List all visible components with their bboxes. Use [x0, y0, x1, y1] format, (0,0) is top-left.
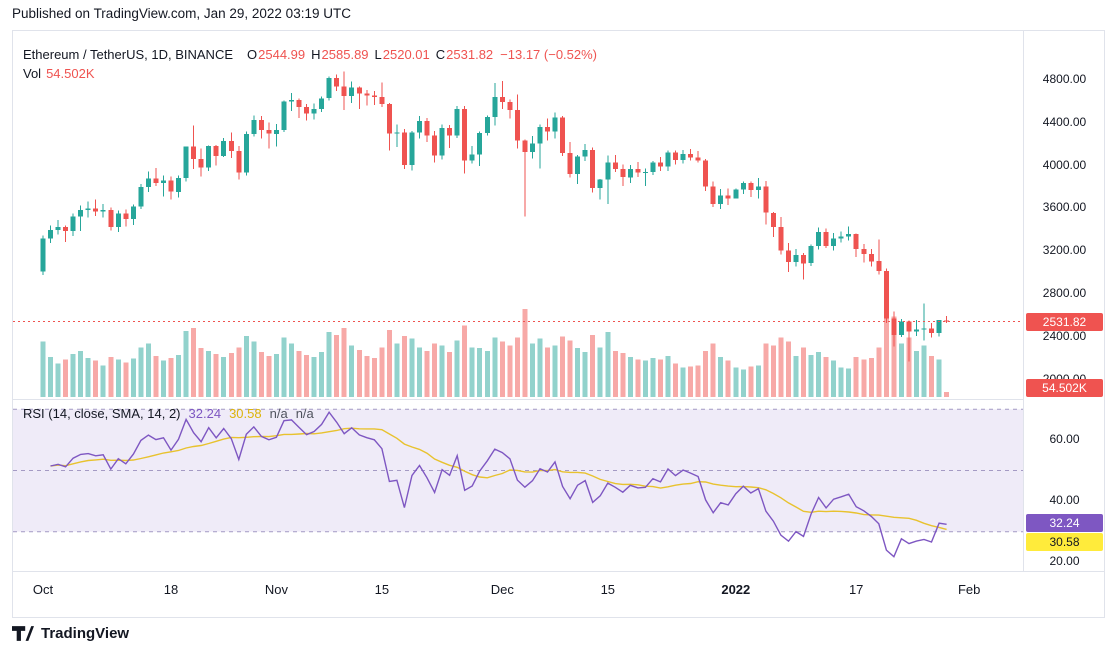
time-axis-label: 2022: [721, 582, 751, 597]
price-axis-label: 4800.00: [1042, 72, 1087, 86]
rsi-title: RSI (14, close, SMA, 14, 2): [23, 406, 181, 421]
price-axis-label: 2400.00: [1042, 328, 1087, 343]
change-value: −13.17 (−0.52%): [500, 47, 598, 62]
rsi-legend: RSI (14, close, SMA, 14, 2) 32.24 30.58 n/a…: [23, 406, 314, 421]
time-axis-label: Nov: [264, 582, 288, 597]
close-label: C: [435, 47, 446, 62]
rsi-sma-badge: 30.58: [1026, 533, 1103, 552]
price-axis-label: 3600.00: [1042, 200, 1087, 215]
price-axis-label: 4400.00: [1042, 114, 1087, 129]
last-price-badge: 2531.82: [1026, 312, 1103, 331]
time-axis-label: 15: [374, 582, 390, 597]
price-axis-label: 4000.00: [1042, 157, 1087, 172]
published-line: Published on TradingView.com, Jan 29, 20…: [12, 6, 351, 21]
volume-legend-row: Vol 54.502K: [23, 64, 597, 83]
tradingview-logo-icon: [12, 626, 34, 641]
time-axis-label: 18: [163, 582, 179, 597]
time-axis-label: Oct: [32, 582, 54, 597]
rsi-sma-value: 30.58: [229, 406, 262, 421]
rsi-axis-label: 20.00: [1049, 554, 1080, 569]
symbol-legend: Ethereum / TetherUS, 1D, BINANCE O2544.99…: [23, 45, 597, 83]
time-axis-label: Feb: [957, 582, 981, 597]
rsi-indicator-pane[interactable]: RSI (14, close, SMA, 14, 2) 32.24 30.58 n/a…: [13, 399, 1023, 572]
open-label: O: [247, 47, 258, 62]
low-value: 2520.01: [382, 47, 430, 62]
time-axis-label: 15: [600, 582, 616, 597]
time-axis-label: 17: [848, 582, 864, 597]
tradingview-brand: TradingView: [41, 625, 130, 642]
symbol-title: Ethereum / TetherUS, 1D, BINANCE: [23, 47, 234, 62]
rsi-na-1: n/a: [269, 406, 288, 421]
volume-label: Vol: [23, 66, 42, 81]
candlestick-volume-canvas[interactable]: [13, 31, 1023, 399]
rsi-badge: 32.24: [1026, 514, 1103, 533]
rsi-axis-label: 40.00: [1049, 493, 1080, 508]
close-value: 2531.82: [446, 47, 494, 62]
rsi-canvas[interactable]: [13, 400, 1023, 572]
rsi-na-2: n/a: [295, 406, 314, 421]
high-value: 2585.89: [321, 47, 369, 62]
volume-value: 54.502K: [46, 66, 95, 81]
chart-frame: Ethereum / TetherUS, 1D, BINANCE O2544.99…: [12, 30, 1105, 618]
high-label: H: [311, 47, 321, 62]
rsi-value: 32.24: [188, 406, 222, 421]
price-axis-label: 3200.00: [1042, 243, 1087, 258]
price-scale[interactable]: 2531.82 54.502K 32.24 30.58 4800.00 4400.…: [1023, 31, 1105, 571]
tradingview-footer[interactable]: TradingView: [12, 625, 129, 642]
rsi-axis-label: 60.00: [1049, 431, 1080, 446]
open-value: 2544.99: [258, 47, 306, 62]
price-chart-pane[interactable]: Ethereum / TetherUS, 1D, BINANCE O2544.99…: [13, 31, 1023, 399]
symbol-legend-row-1: Ethereum / TetherUS, 1D, BINANCE O2544.99…: [23, 45, 597, 64]
volume-badge: 54.502K: [1026, 379, 1103, 397]
time-axis-label: Dec: [490, 582, 514, 597]
low-label: L: [374, 47, 382, 62]
time-scale[interactable]: Oct 18 Nov 15 Dec 15 2022 17 Feb: [13, 571, 1104, 618]
price-axis-label: 2800.00: [1042, 286, 1087, 300]
